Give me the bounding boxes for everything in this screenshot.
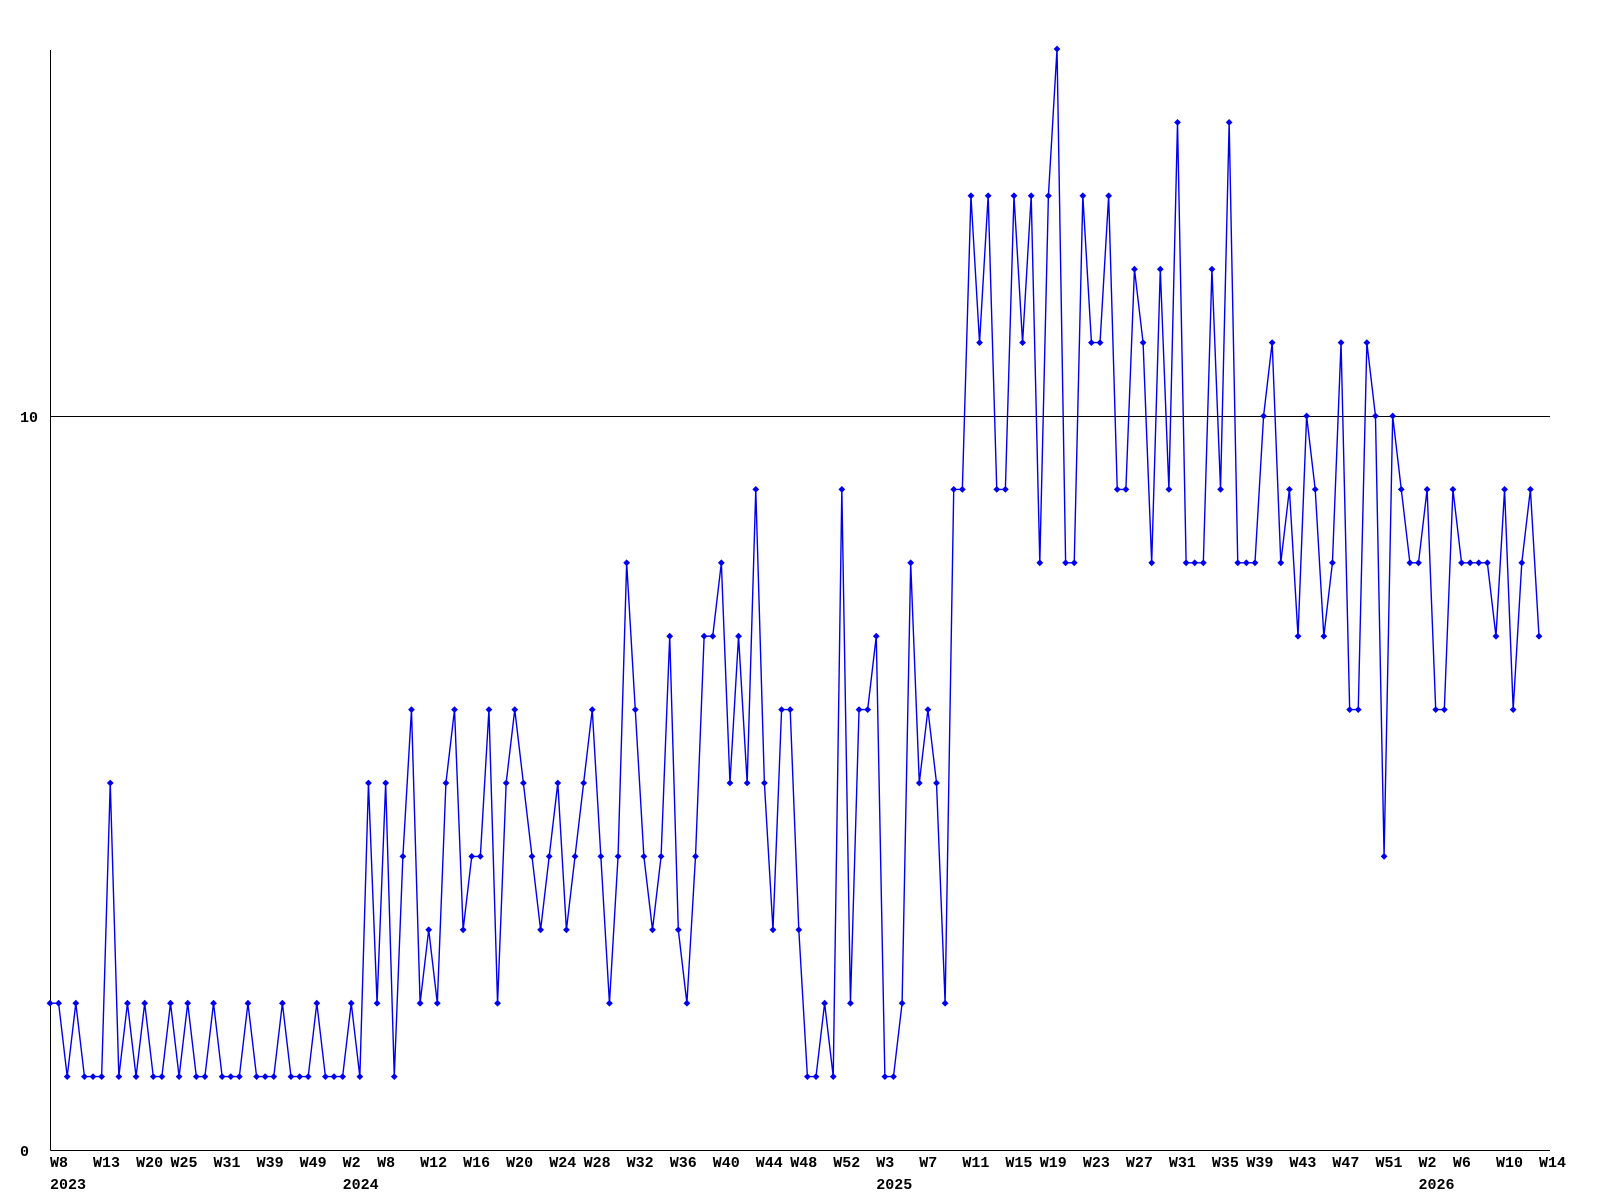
svg-text:W36: W36 [670, 1155, 697, 1172]
svg-text:W15: W15 [1005, 1155, 1032, 1172]
svg-text:W24: W24 [549, 1155, 576, 1172]
svg-text:W27: W27 [1126, 1155, 1153, 1172]
svg-text:2026: 2026 [1419, 1177, 1455, 1194]
svg-text:W44: W44 [756, 1155, 783, 1172]
svg-text:W31: W31 [214, 1155, 241, 1172]
svg-text:W6: W6 [1453, 1155, 1471, 1172]
svg-text:W40: W40 [713, 1155, 740, 1172]
svg-text:W25: W25 [170, 1155, 197, 1172]
svg-text:W28: W28 [584, 1155, 611, 1172]
svg-text:W51: W51 [1375, 1155, 1402, 1172]
svg-text:10: 10 [20, 410, 38, 427]
svg-text:W2: W2 [1419, 1155, 1437, 1172]
svg-text:W14: W14 [1539, 1155, 1566, 1172]
svg-text:W8: W8 [50, 1155, 68, 1172]
svg-text:W32: W32 [627, 1155, 654, 1172]
svg-text:W2: W2 [343, 1155, 361, 1172]
svg-text:W48: W48 [790, 1155, 817, 1172]
svg-text:W10: W10 [1496, 1155, 1523, 1172]
svg-text:W8: W8 [377, 1155, 395, 1172]
svg-text:2023: 2023 [50, 1177, 86, 1194]
svg-text:W47: W47 [1332, 1155, 1359, 1172]
svg-text:W31: W31 [1169, 1155, 1196, 1172]
svg-text:W35: W35 [1212, 1155, 1239, 1172]
svg-text:W23: W23 [1083, 1155, 1110, 1172]
svg-text:2025: 2025 [876, 1177, 912, 1194]
svg-text:W20: W20 [136, 1155, 163, 1172]
svg-text:W13: W13 [93, 1155, 120, 1172]
svg-text:W11: W11 [962, 1155, 989, 1172]
svg-text:0: 0 [20, 1144, 29, 1161]
svg-text:W12: W12 [420, 1155, 447, 1172]
svg-text:W52: W52 [833, 1155, 860, 1172]
svg-text:W39: W39 [257, 1155, 284, 1172]
svg-text:W19: W19 [1040, 1155, 1067, 1172]
svg-text:W3: W3 [876, 1155, 894, 1172]
svg-text:W7: W7 [919, 1155, 937, 1172]
svg-text:2024: 2024 [343, 1177, 379, 1194]
svg-text:W43: W43 [1289, 1155, 1316, 1172]
svg-text:W16: W16 [463, 1155, 490, 1172]
svg-text:W20: W20 [506, 1155, 533, 1172]
svg-text:W49: W49 [300, 1155, 327, 1172]
svg-text:W39: W39 [1246, 1155, 1273, 1172]
